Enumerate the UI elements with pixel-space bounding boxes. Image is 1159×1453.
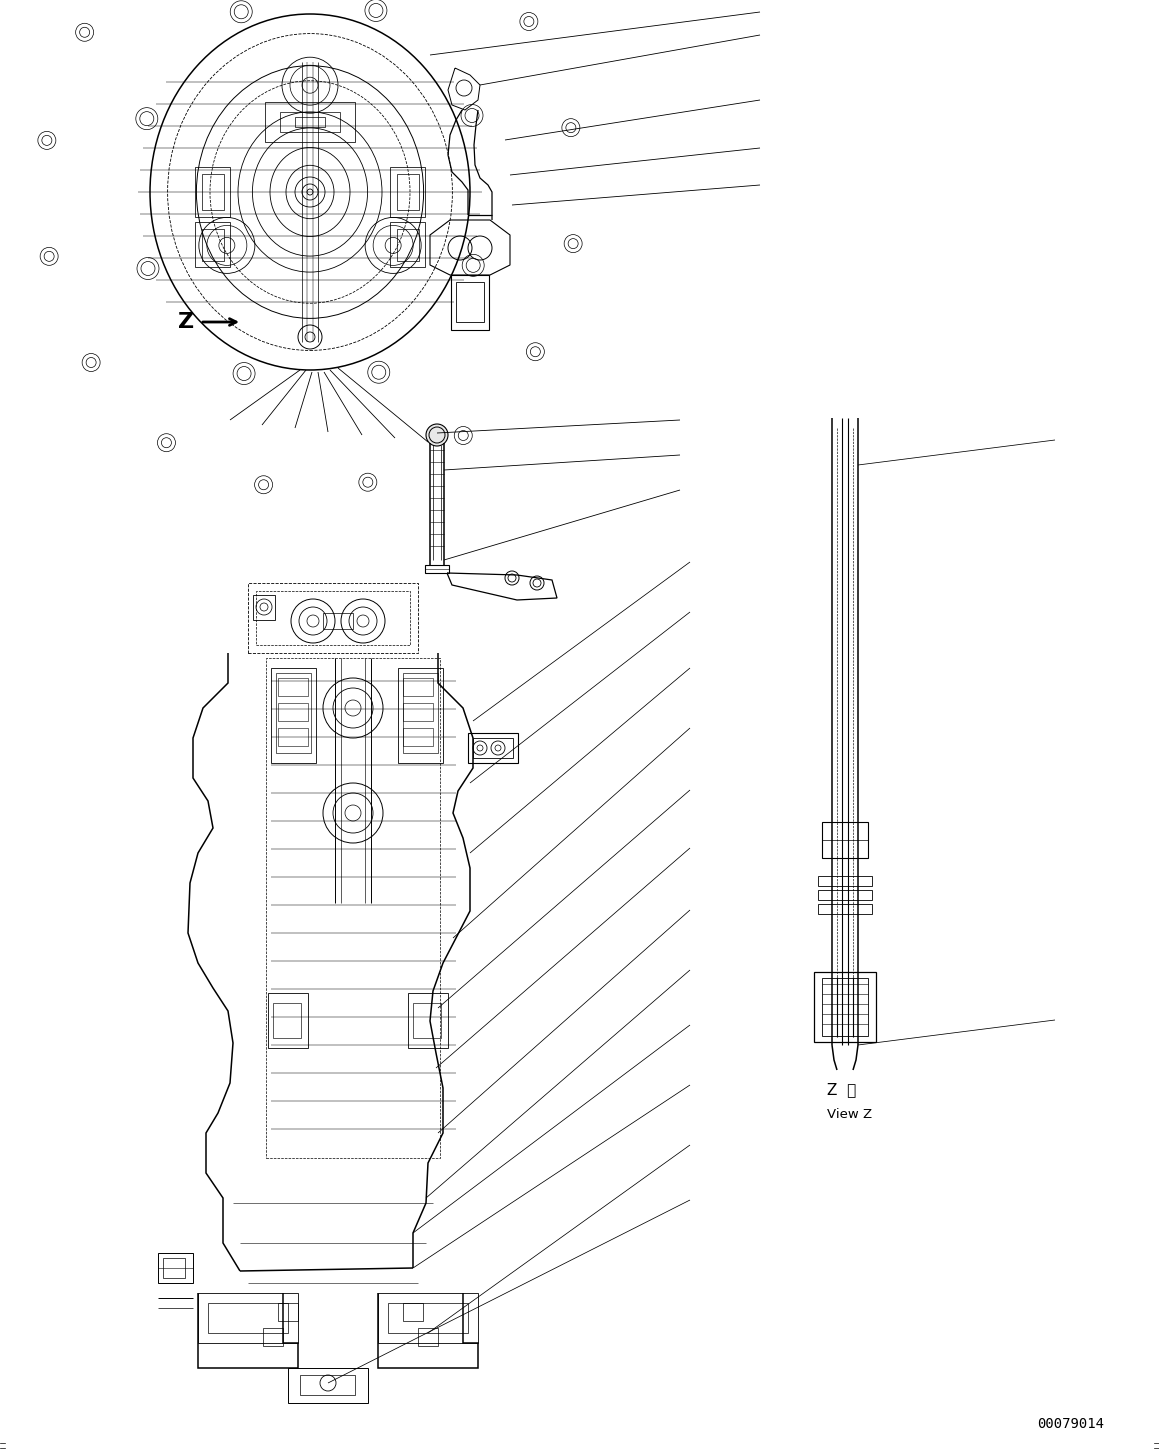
Bar	[323, 613, 353, 629]
Bar	[300, 1375, 355, 1395]
Bar	[207, 1303, 287, 1332]
Bar	[158, 1252, 194, 1283]
Bar	[389, 167, 425, 216]
Bar	[473, 738, 513, 758]
Bar	[408, 992, 449, 1048]
Text: Z: Z	[177, 312, 194, 331]
Bar	[398, 230, 420, 262]
Bar	[202, 174, 224, 211]
Bar	[274, 1003, 301, 1037]
Bar	[413, 1003, 442, 1037]
Bar	[403, 728, 433, 745]
Bar	[287, 1369, 369, 1404]
Bar	[253, 594, 275, 620]
Bar	[818, 904, 872, 914]
Bar	[378, 1293, 478, 1343]
Bar	[256, 591, 410, 645]
Bar	[398, 668, 443, 763]
Bar	[195, 222, 229, 267]
Bar	[814, 972, 876, 1042]
Text: View Z: View Z	[828, 1109, 872, 1122]
Bar	[468, 732, 518, 763]
Bar	[268, 992, 308, 1048]
Bar	[198, 1293, 298, 1343]
Bar	[425, 565, 449, 572]
Bar	[278, 679, 308, 696]
Bar	[195, 167, 229, 216]
Bar	[278, 1303, 298, 1321]
Bar	[280, 112, 340, 132]
Text: Z  視: Z 視	[828, 1082, 857, 1097]
Bar	[276, 673, 311, 753]
Bar	[403, 1303, 423, 1321]
Bar	[818, 876, 872, 886]
Bar	[271, 668, 316, 763]
Bar	[822, 822, 868, 859]
Bar	[202, 230, 224, 262]
Bar	[389, 222, 425, 267]
Bar	[822, 978, 868, 1036]
Bar	[263, 1328, 283, 1345]
Bar	[403, 703, 433, 721]
Bar	[163, 1258, 185, 1279]
Text: 00079014: 00079014	[1037, 1417, 1105, 1431]
Bar	[265, 102, 355, 142]
Bar	[455, 282, 484, 323]
Bar	[267, 658, 440, 1158]
Bar	[418, 1328, 438, 1345]
Circle shape	[427, 424, 449, 446]
Bar	[398, 174, 420, 211]
Bar	[278, 703, 308, 721]
Bar	[403, 673, 438, 753]
Bar	[388, 1303, 468, 1332]
Bar	[248, 583, 418, 652]
Bar	[818, 891, 872, 899]
Bar	[278, 728, 308, 745]
Bar	[296, 118, 325, 126]
Bar	[451, 275, 489, 330]
Bar	[403, 679, 433, 696]
